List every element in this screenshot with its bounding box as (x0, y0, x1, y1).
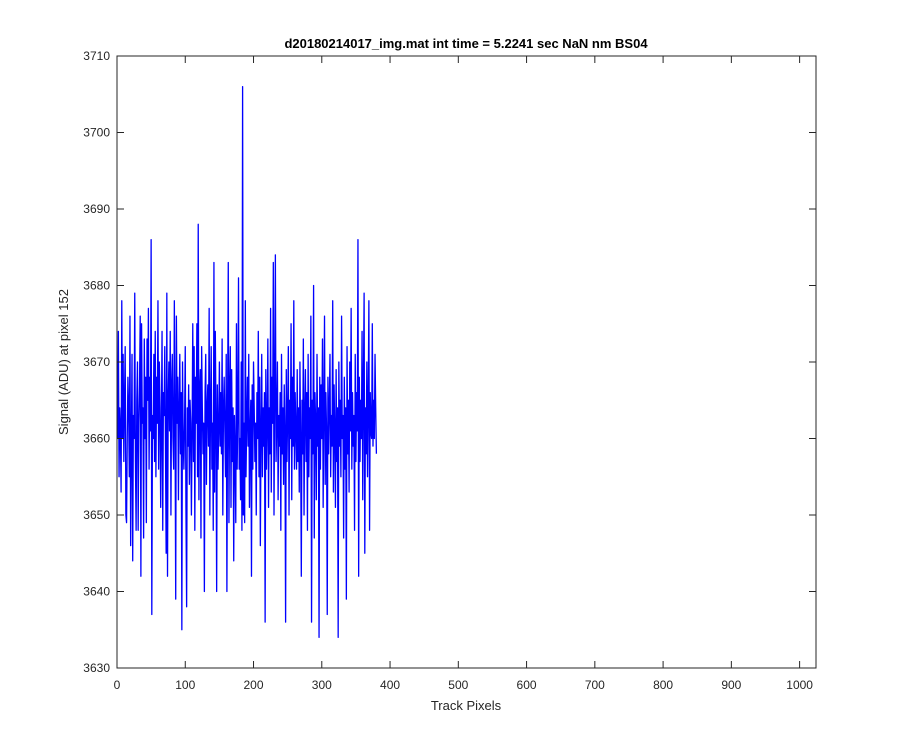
x-tick-label: 400 (380, 678, 400, 692)
y-tick-label: 3690 (83, 202, 110, 216)
x-tick-label: 0 (114, 678, 121, 692)
y-tick-label: 3680 (83, 279, 110, 293)
x-tick-label: 300 (312, 678, 332, 692)
plot-background (117, 56, 816, 668)
x-tick-label: 500 (448, 678, 468, 692)
y-tick-label: 3670 (83, 355, 110, 369)
x-tick-label: 800 (653, 678, 673, 692)
y-tick-label: 3650 (83, 508, 110, 522)
series-layer (117, 85, 378, 639)
y-tick-label: 3640 (83, 585, 110, 599)
x-tick-label: 900 (721, 678, 741, 692)
y-tick-label: 3660 (83, 432, 110, 446)
x-tick-label: 700 (585, 678, 605, 692)
x-tick-label: 200 (244, 678, 264, 692)
chart-title: d20180214017_img.mat int time = 5.2241 s… (284, 36, 648, 51)
series-line (117, 85, 378, 639)
x-axis-label: Track Pixels (431, 698, 502, 713)
x-tick-label: 1000 (786, 678, 813, 692)
y-tick-label: 3710 (83, 49, 110, 63)
x-tick-label: 100 (175, 678, 195, 692)
plot-area (116, 55, 817, 669)
x-tick-label: 600 (517, 678, 537, 692)
y-axis: 3630 3640 3650 3660 3670 3680 3690 3700 3710 (83, 49, 816, 675)
y-axis-label: Signal (ADU) at pixel 152 (56, 289, 71, 435)
x-axis: 0 100 200 300 400 500 600 700 800 900 1000 (114, 56, 813, 692)
y-tick-label: 3630 (83, 661, 110, 675)
y-tick-label: 3700 (83, 126, 110, 140)
